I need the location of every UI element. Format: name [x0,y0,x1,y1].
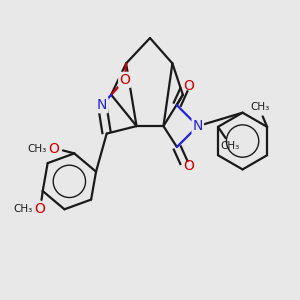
Text: O: O [119,73,130,87]
Text: CH₃: CH₃ [220,141,240,151]
Text: O: O [183,79,194,93]
Text: CH₃: CH₃ [250,102,269,112]
Text: N: N [97,98,107,112]
Text: O: O [183,159,194,173]
Text: O: O [34,202,45,216]
Text: N: N [193,119,203,133]
Text: CH₃: CH₃ [14,204,33,214]
Text: O: O [48,142,59,156]
Text: CH₃: CH₃ [27,144,46,154]
